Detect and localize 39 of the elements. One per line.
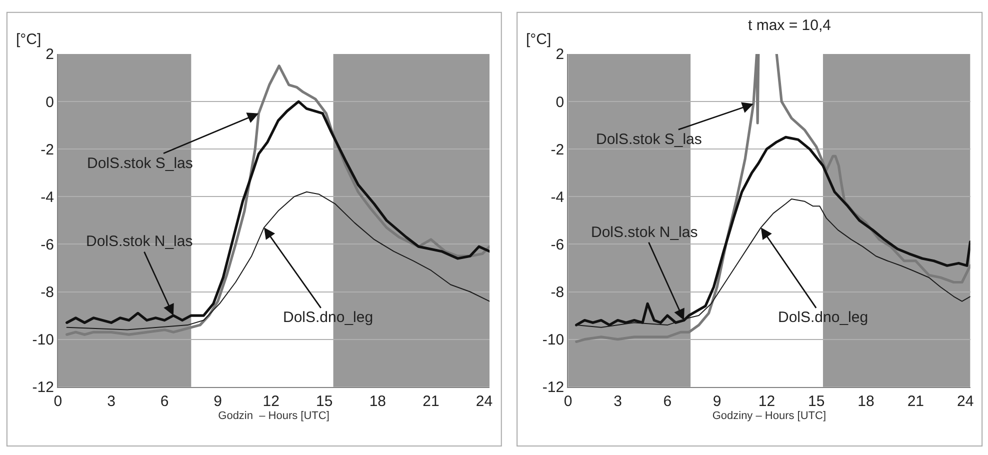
y-tick-label: -6: [40, 236, 54, 254]
y-tick-label: -2: [550, 141, 564, 158]
x-axis-title: Godzin – Hours [UTC]: [218, 410, 330, 422]
x-tick-label: 12: [758, 392, 776, 410]
text: t max = 10,4: [748, 17, 831, 34]
y-tick-label: -12: [542, 379, 564, 396]
y-tick-label: -12: [32, 379, 54, 396]
y-tick-label: -10: [542, 332, 564, 349]
x-tick-label: 18: [858, 392, 874, 410]
y-tick-label: -8: [550, 284, 564, 302]
x-tick-label: 3: [614, 392, 622, 410]
y-tick-label: 0: [46, 94, 54, 111]
y-tick-label: -8: [40, 284, 54, 302]
x-tick-label: 15: [316, 392, 333, 410]
y-tick-label: -2: [40, 141, 54, 158]
annotation: DolS.stok N_las: [86, 233, 193, 250]
x-tick-label: 6: [663, 392, 672, 410]
x-tick-label: 6: [160, 392, 169, 410]
x-tick-label: 18: [369, 392, 386, 410]
x-tick-label: 21: [907, 392, 924, 410]
x-tick-label: 9: [214, 392, 222, 410]
x-tick-label: 12: [262, 392, 280, 410]
x-tick-label: 24: [476, 392, 493, 410]
x-tick-label: 21: [422, 392, 440, 410]
y-axis-title: [°C]: [16, 31, 42, 48]
y-tick-label: 0: [556, 94, 564, 111]
annotation: DolS.dno_leg: [283, 309, 374, 326]
x-tick-label: 24: [956, 392, 974, 410]
y-tick-label: -10: [32, 332, 54, 349]
x-tick-label: 9: [712, 392, 722, 410]
x-tick-label: 15: [808, 392, 825, 410]
y-tick-label: -4: [40, 188, 54, 206]
x-axis-title: Godziny – Hours [UTC]: [712, 410, 826, 422]
y-tick-label: 2: [46, 46, 54, 64]
y-tick-label: -6: [550, 236, 564, 254]
y-tick-label: 2: [556, 46, 564, 64]
y-tick-label: -4: [550, 188, 564, 206]
y-axis-title: [°C]: [526, 31, 552, 48]
x-tick-label: 3: [107, 392, 116, 410]
